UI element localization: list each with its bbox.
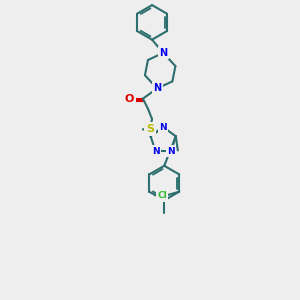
Text: N: N	[153, 83, 161, 94]
Text: O: O	[125, 94, 134, 103]
Text: S: S	[146, 124, 154, 134]
Text: N: N	[159, 123, 167, 132]
Text: N: N	[167, 146, 175, 155]
Text: N: N	[152, 146, 159, 155]
Text: N: N	[159, 48, 167, 58]
Text: Cl: Cl	[157, 191, 167, 200]
